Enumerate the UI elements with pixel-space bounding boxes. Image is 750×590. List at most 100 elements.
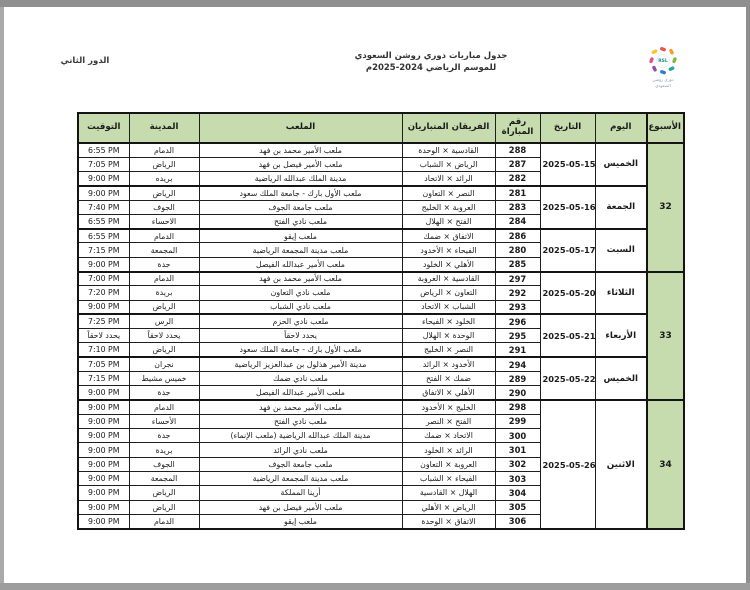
header-time: التوقيت	[77, 112, 130, 144]
match-number-cell: 302	[494, 456, 541, 472]
match-number-cell: 286	[494, 227, 541, 244]
stadium-cell: ملعب نادي الشباب	[198, 299, 403, 315]
schedule-table-container: الأسبوع اليوم التاريخ رقم المباراة الفريق…	[77, 112, 685, 530]
stadium-cell: ملعب نادي الفتح	[198, 413, 403, 430]
kickoff-time-cell: 7:15 PM	[77, 370, 130, 387]
city-cell: الجوف	[128, 199, 200, 215]
kickoff-time-cell: 7:20 PM	[77, 285, 130, 301]
city-cell: الرياض	[128, 156, 200, 173]
match-number-cell: 293	[494, 299, 541, 315]
teams-cell: الفتح × النصر	[401, 413, 496, 430]
document-title-line2: للموسم الرياضي 2024-2025م	[365, 63, 497, 74]
match-number-cell: 306	[494, 513, 541, 530]
teams-cell: الوحدة × الهلال	[401, 328, 496, 344]
match-number-cell: 284	[494, 213, 541, 230]
match-row: 284 الفتح × الهلال ملعب نادي الفتح الاحساء 6…	[77, 213, 684, 230]
header-stadium: الملعب	[198, 112, 403, 144]
kickoff-time-cell: 7:25 PM	[77, 313, 130, 330]
stadium-cell: ملعب الأمير محمد بن فهد	[198, 270, 403, 287]
match-number-cell: 300	[494, 428, 541, 444]
match-number-cell: 289	[494, 370, 541, 387]
teams-cell: الخليج × الأخدود	[401, 399, 496, 415]
teams-cell: الأهلي × الاتفاق	[401, 385, 496, 401]
date-cell: 2025-05-20	[539, 270, 596, 315]
stadium-cell: ملعب نادي الحزم	[198, 313, 403, 330]
date-cell: 2025-05-17	[539, 227, 596, 273]
city-cell: جدة	[128, 385, 200, 401]
city-cell: الرياض	[128, 485, 200, 501]
kickoff-time-cell: 9:00 PM	[77, 171, 130, 187]
city-cell: الرياض	[128, 499, 200, 515]
match-row: 280 الفيحاء × الأخدود ملعب مدينة المجمعة ا…	[77, 242, 684, 258]
match-number-cell: 296	[494, 313, 541, 330]
scan-edge-bottom	[0, 583, 750, 590]
match-row: الأربعاء 2025-05-21 296 الخلود × الفيحاء ملع…	[77, 313, 684, 358]
day-cell: الاثنين	[594, 399, 648, 530]
match-number-cell: 292	[494, 285, 541, 301]
kickoff-time-cell: 6:55 PM	[77, 227, 130, 244]
kickoff-time-cell: 9:00 PM	[77, 513, 130, 530]
match-number-cell: 285	[494, 256, 541, 273]
day-cell: السبت	[594, 227, 648, 273]
city-cell: الدمام	[128, 227, 200, 244]
header-week: الأسبوع	[646, 112, 685, 144]
logo-monogram: RSL	[658, 58, 668, 64]
match-number-cell: 281	[494, 184, 541, 201]
city-cell: الاحساء	[128, 213, 200, 230]
header-match-no-line2: المباراة	[501, 127, 534, 137]
match-row: 33 الثلاثاء 2025-05-20 297 القادسية × العروب…	[77, 270, 685, 401]
city-cell: الرياض	[128, 184, 200, 201]
scan-edge-top	[0, 0, 750, 7]
match-number-cell: 303	[494, 470, 541, 487]
city-cell: الأحساء	[128, 413, 200, 430]
match-row: 282 الرائد × الاتحاد مدينة الملك عبدالله ا…	[77, 171, 684, 187]
city-cell: جدة	[128, 428, 200, 444]
match-number-cell: 282	[494, 171, 541, 187]
teams-cell: النصر × التعاون	[401, 184, 496, 201]
match-number-cell: 304	[494, 485, 541, 501]
schedule-rows: 32 الخميس 2025-05-15 288 القادسية × الوحدة مل…	[77, 141, 685, 530]
kickoff-time-cell: 7:10 PM	[77, 342, 130, 358]
date-cell: 2025-05-21	[539, 313, 596, 358]
stadium-cell: ملعب نادي الفتح	[198, 213, 403, 230]
day-cell: الأربعاء	[594, 313, 648, 358]
teams-cell: الفيحاء × الشباب	[401, 470, 496, 487]
date-cell: 2025-05-16	[539, 184, 596, 230]
stadium-cell: مدينة الملك عبدالله الرياضية (ملعب الإنم…	[198, 428, 403, 444]
logo-caption: دوري روشن السعودي	[652, 77, 674, 88]
header-teams: الفريقان المتباريان	[401, 112, 496, 144]
teams-cell: الاتحاد × ضمك	[401, 428, 496, 444]
city-cell: جدة	[128, 256, 200, 273]
match-row: 291 النصر × الخليج ملعب الأول بارك - جامعة…	[77, 342, 684, 358]
stadium-cell: ملعب الأمير عبدالله الفيصل	[198, 256, 403, 273]
city-cell: المجمعة	[128, 470, 200, 487]
stadium-cell: ملعب نادي ضمك	[198, 370, 403, 387]
match-number-cell: 290	[494, 385, 541, 401]
teams-cell: القادسية × العروبة	[401, 270, 496, 287]
teams-cell: الهلال × القادسية	[401, 485, 496, 501]
match-row: 293 الشباب × الاتحاد ملعب نادي الشباب الريا…	[77, 299, 684, 315]
stadium-cell: ملعب الأمير عبدالله الفيصل	[198, 385, 403, 401]
teams-cell: العروبة × الخليج	[401, 199, 496, 215]
match-row: 285 الأهلي × الخلود ملعب الأمير عبدالله ال…	[77, 256, 684, 273]
match-number-cell: 288	[494, 141, 541, 158]
document-title: جدول مباريات دوري روشن السعودي للموسم ال…	[352, 50, 510, 75]
document-title-line1: جدول مباريات دوري روشن السعودي	[354, 51, 508, 61]
stadium-cell: مدينة الملك عبدالله الرياضية	[198, 171, 403, 187]
match-row: 302 العروبة × التعاون ملعب جامعة الجوف الجو…	[77, 456, 684, 472]
kickoff-time-cell: 9:00 PM	[77, 470, 130, 487]
stadium-cell: ملعب مدينة المجمعة الرياضية	[198, 242, 403, 258]
kickoff-time-cell: 7:00 PM	[77, 270, 130, 287]
stadium-cell: يحدد لاحقاً	[198, 328, 403, 344]
teams-cell: النصر × الخليج	[401, 342, 496, 358]
kickoff-time-cell: 6:55 PM	[77, 213, 130, 230]
city-cell: بريدة	[128, 285, 200, 301]
match-number-cell: 287	[494, 156, 541, 173]
city-cell: المجمعة	[128, 242, 200, 258]
teams-cell: الشباب × الاتحاد	[401, 299, 496, 315]
match-row: 34 الاثنين 2025-05-26 298 الخليج × الأخدود مل…	[77, 399, 685, 530]
match-row: 290 الأهلي × الاتفاق ملعب الأمير عبدالله ا…	[77, 385, 684, 401]
kickoff-time-cell: 7:05 PM	[77, 356, 130, 373]
stadium-cell: مدينة الأمير هذلول بن عبدالعزيز الرياضية	[198, 356, 403, 373]
match-number-cell: 291	[494, 342, 541, 358]
